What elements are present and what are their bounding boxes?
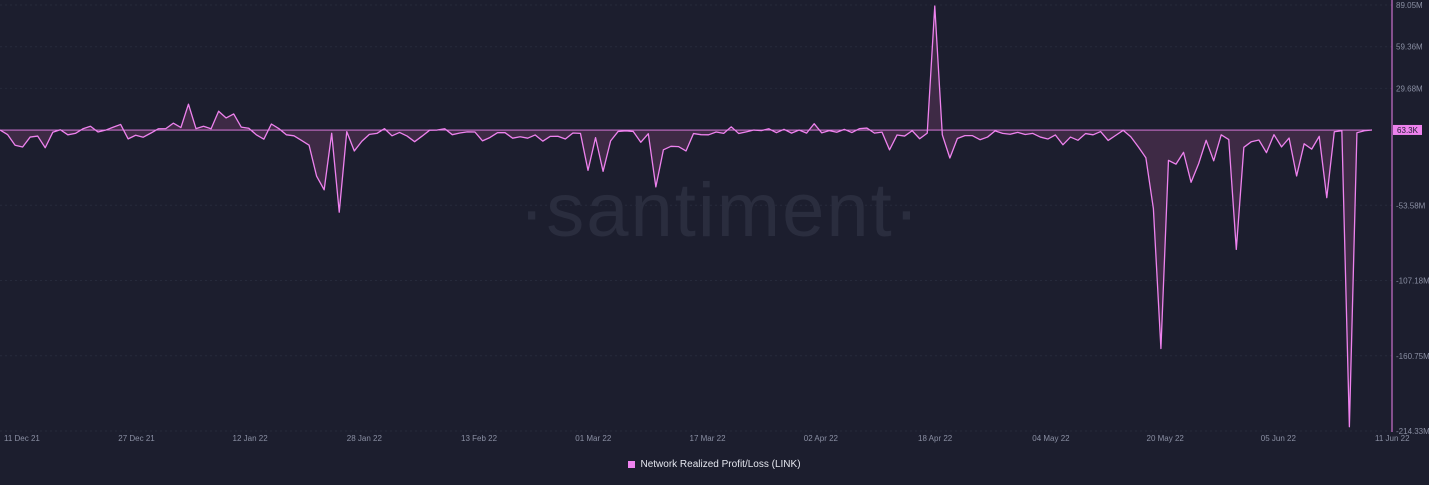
grid	[0, 4, 1392, 432]
x-tick-label: 05 Jun 22	[1261, 434, 1297, 443]
y-tick-label: -214.33M	[1396, 427, 1429, 436]
y-tick-label: 29.68M	[1396, 84, 1423, 93]
x-tick-label: 28 Jan 22	[347, 434, 383, 443]
x-tick-label: 20 May 22	[1147, 434, 1185, 443]
current-value-badge-bg	[1393, 124, 1422, 135]
legend-swatch	[628, 461, 636, 468]
x-tick-label: 13 Feb 22	[461, 434, 498, 443]
x-tick-label: 04 May 22	[1032, 434, 1070, 443]
series-line	[0, 5, 1373, 428]
y-axis: 89.05M 59.36M 29.68M -53.58M -107.18M -160.75…	[1396, 1, 1429, 436]
x-tick-label: 02 Apr 22	[804, 434, 839, 443]
x-axis: 11 Dec 21 27 Dec 21 12 Jan 22 28 Jan 22 13 F…	[4, 434, 1410, 443]
legend[interactable]: Network Realized Profit/Loss (LINK)	[0, 459, 1429, 470]
x-tick-label: 17 Mar 22	[690, 434, 727, 443]
x-tick-label: 27 Dec 21	[118, 434, 155, 443]
y-tick-label: -160.75M	[1396, 352, 1429, 361]
x-tick-label: 12 Jan 22	[233, 434, 269, 443]
y-tick-label: 89.05M	[1396, 1, 1423, 10]
x-tick-label: 11 Jun 22	[1375, 434, 1410, 443]
x-tick-label: 01 Mar 22	[575, 434, 612, 443]
current-value-label: 63.3K	[1397, 126, 1419, 135]
watermark: ·santiment·	[519, 168, 921, 253]
x-tick-label: 11 Dec 21	[4, 434, 40, 443]
y-tick-label: 59.36M	[1396, 43, 1423, 52]
x-tick-label: 18 Apr 22	[918, 434, 953, 443]
current-value-badge: 63.3K	[1393, 124, 1422, 135]
y-tick-label: -53.58M	[1396, 201, 1426, 210]
legend-label: Network Realized Profit/Loss (LINK)	[640, 459, 801, 470]
y-tick-label: -107.18M	[1396, 277, 1429, 286]
